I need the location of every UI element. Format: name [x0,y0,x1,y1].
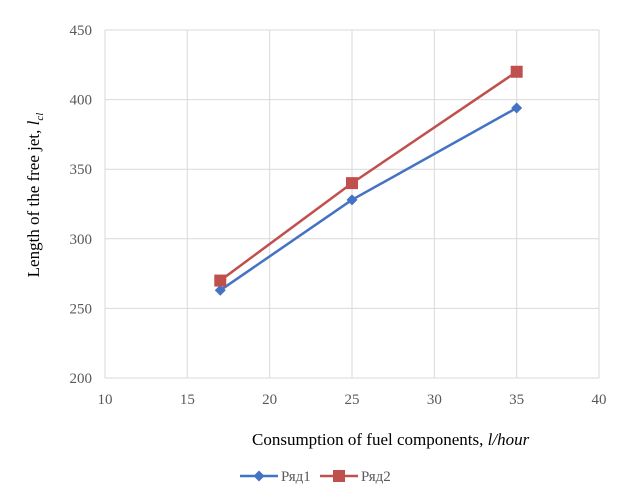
data-point [346,177,358,190]
data-series [214,65,523,296]
x-tick-label: 30 [427,392,442,408]
y-tick-label: 350 [70,162,93,178]
legend-label: Ряд2 [361,469,391,485]
legend-label: Ряд1 [281,469,311,485]
series-1 [214,102,523,296]
legend-item-1: Ряд1 [240,469,311,485]
y-axis-label: Length of the free jet, lcl [24,113,46,278]
data-point [214,284,226,296]
gridlines [104,29,600,379]
data-point [214,274,227,287]
data-point [511,102,523,114]
x-tick-label: 40 [592,392,607,408]
legend-marker [333,470,345,482]
x-tick-label: 15 [180,392,195,408]
legend: Ряд1 Ряд2 [240,469,391,485]
data-point [510,65,523,78]
data-point [346,194,358,206]
x-tick-label: 10 [98,392,113,408]
x-axis-label: Consumption of fuel components, l/hour [252,430,530,449]
x-tick-label: 20 [262,392,277,408]
y-axis-ticks: 200 250 300 350 400 450 [70,23,93,387]
y-tick-label: 400 [70,93,93,109]
y-tick-label: 200 [70,371,93,387]
x-axis-ticks: 10 15 20 25 30 35 40 [98,392,607,408]
y-tick-label: 250 [70,301,93,317]
y-tick-label: 300 [70,232,93,248]
x-tick-label: 25 [345,392,360,408]
legend-marker [253,470,265,482]
legend-item-2: Ряд2 [320,469,391,485]
series-2 [214,65,523,287]
x-tick-label: 35 [509,392,524,408]
y-tick-label: 450 [70,23,93,39]
